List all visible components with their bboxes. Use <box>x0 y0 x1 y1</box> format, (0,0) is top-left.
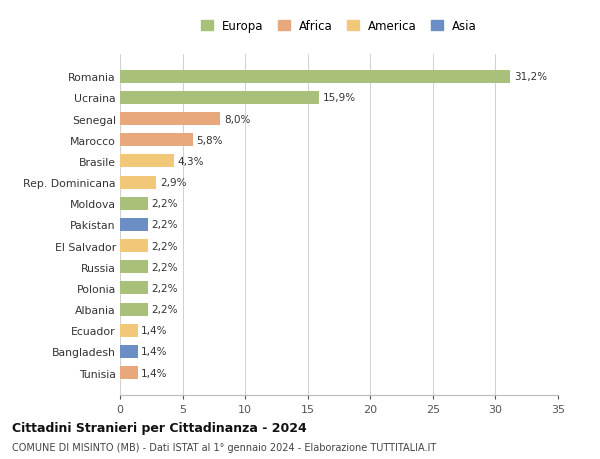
Text: 2,2%: 2,2% <box>151 283 178 293</box>
Bar <box>120 324 137 337</box>
Bar <box>120 261 148 274</box>
Bar <box>120 240 148 252</box>
Bar <box>120 134 193 147</box>
Bar <box>120 303 148 316</box>
Bar <box>120 71 511 84</box>
Bar <box>120 92 319 105</box>
Bar <box>120 366 137 379</box>
Text: 2,2%: 2,2% <box>151 220 178 230</box>
Bar <box>120 197 148 210</box>
Text: 5,8%: 5,8% <box>196 135 223 146</box>
Text: 1,4%: 1,4% <box>141 368 168 378</box>
Bar <box>120 176 156 189</box>
Legend: Europa, Africa, America, Asia: Europa, Africa, America, Asia <box>201 20 477 33</box>
Text: 15,9%: 15,9% <box>323 93 356 103</box>
Text: 1,4%: 1,4% <box>141 347 168 357</box>
Bar <box>120 345 137 358</box>
Text: 8,0%: 8,0% <box>224 114 250 124</box>
Text: 2,9%: 2,9% <box>160 178 187 188</box>
Text: 1,4%: 1,4% <box>141 325 168 336</box>
Text: Cittadini Stranieri per Cittadinanza - 2024: Cittadini Stranieri per Cittadinanza - 2… <box>12 421 307 434</box>
Text: 2,2%: 2,2% <box>151 262 178 272</box>
Text: 4,3%: 4,3% <box>178 157 204 167</box>
Text: 2,2%: 2,2% <box>151 304 178 314</box>
Bar <box>120 218 148 231</box>
Text: 2,2%: 2,2% <box>151 199 178 209</box>
Text: 2,2%: 2,2% <box>151 241 178 251</box>
Bar <box>120 155 174 168</box>
Bar <box>120 113 220 126</box>
Text: 31,2%: 31,2% <box>514 72 547 82</box>
Text: COMUNE DI MISINTO (MB) - Dati ISTAT al 1° gennaio 2024 - Elaborazione TUTTITALIA: COMUNE DI MISINTO (MB) - Dati ISTAT al 1… <box>12 442 436 452</box>
Bar <box>120 282 148 295</box>
